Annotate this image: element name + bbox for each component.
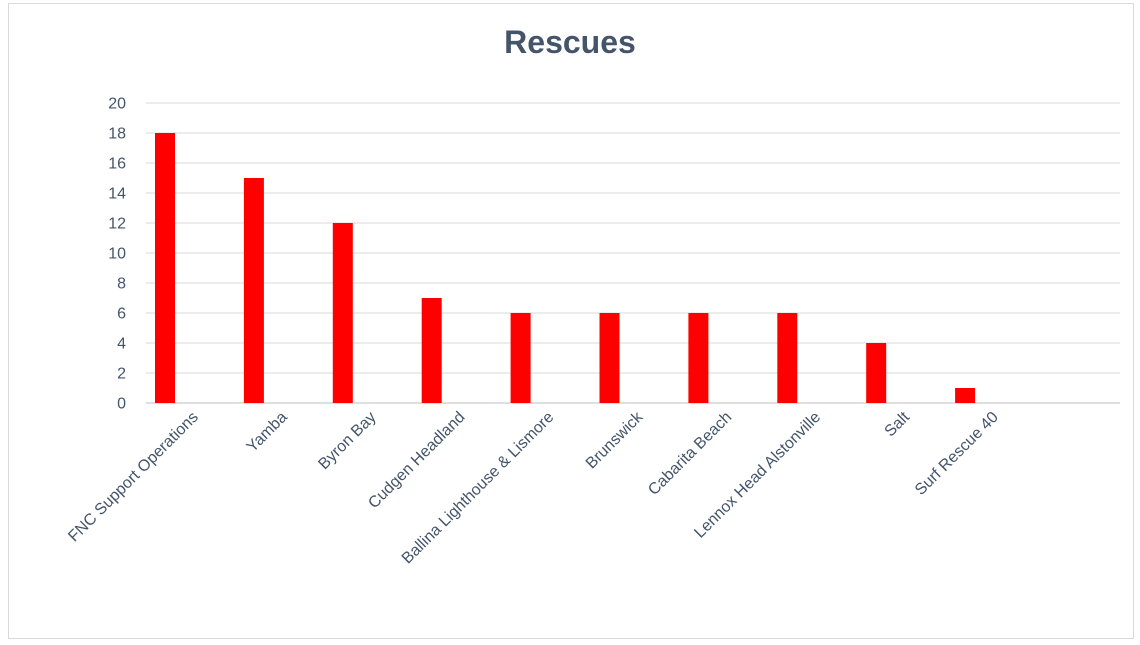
y-tick-label: 6 bbox=[117, 306, 126, 323]
bar bbox=[332, 223, 353, 403]
x-category-label: Yamba bbox=[244, 409, 291, 456]
x-category-label: Salt bbox=[882, 408, 914, 440]
y-tick-label: 4 bbox=[117, 336, 126, 353]
bar bbox=[955, 388, 976, 403]
y-tick-label: 12 bbox=[108, 216, 126, 233]
x-category-label: FNC Support Operations bbox=[65, 409, 202, 546]
chart-area bbox=[8, 3, 1134, 639]
gridlines bbox=[146, 102, 1120, 404]
x-axis-category-labels: FNC Support Operations Yamba Byron BayCudg… bbox=[65, 408, 1002, 567]
x-category-label: Cabarita Beach bbox=[645, 409, 735, 499]
bar bbox=[866, 343, 887, 403]
y-tick-label: 16 bbox=[108, 156, 126, 173]
chart-title: Rescues bbox=[504, 24, 636, 60]
y-tick-label: 2 bbox=[117, 366, 126, 383]
bars bbox=[155, 133, 976, 403]
y-tick-label: 0 bbox=[117, 396, 126, 413]
bar bbox=[688, 313, 709, 403]
bar bbox=[243, 178, 264, 403]
y-tick-label: 8 bbox=[117, 276, 126, 293]
y-tick-label: 18 bbox=[108, 126, 126, 143]
y-axis-tick-labels: 0 2 4 6 8 10 12 14 16 18 20 bbox=[108, 96, 126, 413]
x-category-label: Cudgen Headland bbox=[365, 409, 468, 512]
bar bbox=[510, 313, 531, 403]
y-tick-label: 14 bbox=[108, 186, 126, 203]
x-category-label: Brunswick bbox=[583, 408, 647, 472]
bar bbox=[777, 313, 798, 403]
bar bbox=[599, 313, 620, 403]
bar bbox=[421, 298, 442, 403]
x-category-label: Surf Rescue 40 bbox=[912, 409, 1002, 499]
x-category-label: Ballina Lighthouse & Lismore bbox=[399, 409, 558, 568]
y-tick-label: 10 bbox=[108, 246, 126, 263]
y-tick-label: 20 bbox=[108, 96, 126, 113]
x-category-label: Byron Bay bbox=[315, 409, 379, 473]
bar bbox=[155, 133, 175, 403]
